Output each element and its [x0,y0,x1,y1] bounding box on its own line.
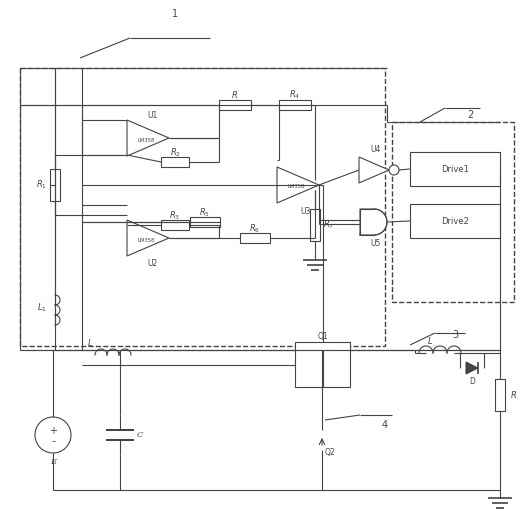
Text: $R_5$: $R_5$ [200,207,210,219]
Bar [161,220,189,230]
Bar [295,342,350,387]
Text: LM358: LM358 [138,138,155,143]
Text: $R$: $R$ [510,389,518,401]
Text: U5: U5 [371,239,381,249]
Text: $R$: $R$ [232,89,238,101]
Text: $R_6$: $R_6$ [250,223,261,235]
Text: LM358: LM358 [287,184,305,189]
Bar [410,152,500,186]
Polygon shape [466,362,478,374]
Polygon shape [277,167,319,203]
Circle shape [389,165,399,175]
Bar [279,100,311,110]
Text: Q1: Q1 [317,332,328,340]
Text: 4: 4 [382,420,388,430]
Text: $R_1$: $R_1$ [36,179,47,191]
Text: $L$: $L$ [427,335,433,346]
Bar [410,204,500,238]
Circle shape [35,417,71,453]
Bar [495,379,505,411]
Text: U1: U1 [148,112,158,120]
Text: Q2: Q2 [324,447,335,457]
Text: -: - [51,436,55,446]
Polygon shape [127,120,169,156]
Text: $L$: $L$ [87,336,93,348]
Text: E: E [50,458,56,466]
Text: U2: U2 [148,260,158,268]
Text: $R_3$: $R_3$ [169,210,181,222]
Text: +: + [49,426,57,436]
Polygon shape [360,209,387,235]
Text: 2: 2 [467,110,473,120]
Polygon shape [359,157,389,183]
Bar [219,100,251,110]
Bar [190,217,220,227]
Bar [240,233,270,243]
Text: $L_1$: $L_1$ [37,302,47,314]
Text: LM358: LM358 [138,238,155,242]
Bar [50,169,60,201]
Text: U3: U3 [301,207,311,215]
Text: Drive1: Drive1 [441,165,469,173]
Text: $R_7$: $R_7$ [323,218,335,231]
Text: 1: 1 [172,9,178,19]
Text: 3: 3 [452,330,458,340]
Text: U4: U4 [371,145,381,155]
Text: $R_4$: $R_4$ [289,89,301,101]
Text: $R_2$: $R_2$ [169,147,181,159]
Bar [20,68,385,346]
Text: Drive2: Drive2 [441,216,469,225]
Text: D: D [469,377,475,387]
Bar [392,122,514,302]
Bar [161,157,189,167]
Polygon shape [127,220,169,256]
Bar [310,209,320,241]
Text: C: C [137,431,143,439]
